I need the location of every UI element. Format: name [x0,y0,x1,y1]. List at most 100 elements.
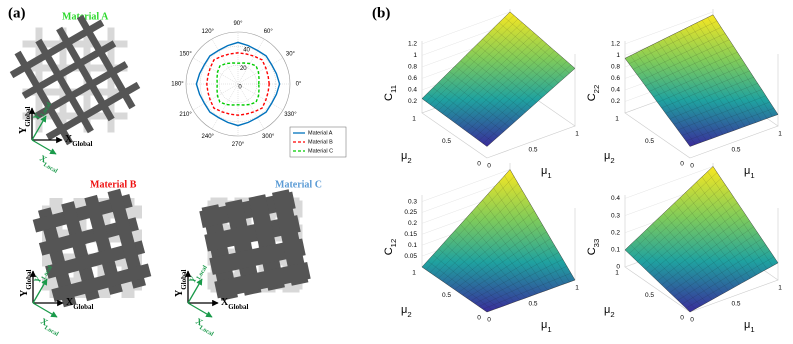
lattice [199,189,311,301]
strut [84,194,123,295]
r-tick-label: 20 [240,66,247,72]
mesh-line [677,244,766,301]
mesh-line [685,256,774,309]
theta-tick-label: 270° [232,142,245,148]
mesh-line [498,181,565,285]
z-axis-label-sub: 12 [389,239,398,248]
global-x-label-sub: Global [73,303,93,311]
surface [421,11,576,147]
mesh-line [471,212,537,295]
z-grid [624,11,714,45]
mesh-line [696,22,762,121]
mesh-line [466,50,555,132]
x-tick-label: 0 [690,317,694,324]
y-tick-label: 0.5 [442,138,451,145]
mesh-line [432,254,499,309]
strut [35,38,94,134]
global-y-label-sub: Global [24,106,32,126]
global-x-label-main: X [66,297,74,308]
global-x-label: XGlobal [66,297,94,310]
polar-frame [185,31,291,137]
y-axis-label-main: μ [604,150,610,162]
x-tick-label: 0.5 [731,301,740,308]
mesh-line [681,101,770,136]
mesh-line [630,55,696,145]
series-line [195,41,281,127]
mesh-line [653,58,742,98]
mesh-line [657,64,746,103]
y-tick-label: 0 [680,315,684,322]
mesh-line [657,41,724,135]
mesh-line [466,245,555,299]
z-tick-label: 0.15 [404,231,417,238]
mesh-line [450,217,539,287]
mesh-line [628,172,718,254]
strut [199,191,296,228]
mesh-line [429,18,519,105]
z-axis-label-sub: 11 [389,85,398,93]
x-axis-label-main: μ [541,165,547,177]
x-tick-label: 1 [778,131,782,138]
mesh-line [478,61,568,141]
mesh-line [454,230,521,301]
x-tick-label: 1 [575,285,579,292]
local-x-label: XLocal [37,153,62,175]
mesh-line [493,187,559,287]
strut [35,27,43,133]
y-tick-label: 1 [412,270,416,277]
mesh-line [673,89,762,125]
y-axis-label: μ2 [401,150,412,165]
material-label: Material A [62,11,109,22]
z-tick-label: 0.1 [611,247,620,254]
strut [32,194,133,233]
mesh-line [677,95,766,131]
theta-tick-label: 60° [264,29,274,35]
r-grid [218,64,258,104]
z-tick-label: 0.6 [611,75,620,82]
mesh-line [674,202,740,285]
mesh-line [701,176,768,270]
strut [21,40,117,99]
r-tick-label: 0 [238,85,242,91]
mesh-line [442,29,531,114]
spoke [237,57,284,85]
spoke [192,57,239,85]
x-tick-label: 0.5 [528,147,537,154]
surface [624,166,779,313]
strut [14,50,74,146]
mesh-line [478,266,567,307]
mesh-line [427,93,493,142]
mesh-line [641,234,707,303]
z-tick-label: 0 [616,264,620,271]
mesh-line [646,47,713,139]
z-axis-label-main: C [586,93,598,101]
mesh-line [446,32,535,117]
x-tick-label: 1 [778,285,782,292]
mesh-line [454,65,521,118]
z-tick-label: 0.8 [611,64,620,71]
r-tick-label: 40 [243,47,250,53]
z-tick-label: 1 [413,52,417,59]
mesh-line [482,38,548,93]
y-tick-label: 0 [477,315,481,322]
mesh-line [443,76,510,128]
z-axis-label: C11 [383,85,398,101]
z-tick-label: 0.6 [408,75,417,82]
local-x-axis [32,302,58,318]
z-axis-label: C22 [586,85,601,102]
x-tick-label: 0.5 [731,147,740,154]
global-x-label-sub: Global [72,140,92,148]
local-y-label-main: Y [187,274,199,285]
theta-tick-label: 300° [262,134,275,140]
z-tick-label: 0.3 [408,198,417,205]
mesh-line [476,206,543,293]
theta-tick-label: 30° [286,51,296,57]
spoke [211,38,239,85]
mesh-line [673,238,762,297]
z-tick-label: 0.25 [404,209,417,216]
mesh-line [668,208,735,288]
strut [201,204,238,301]
mesh-line [696,182,762,273]
mesh-line [657,218,724,294]
mesh-line [690,187,757,276]
